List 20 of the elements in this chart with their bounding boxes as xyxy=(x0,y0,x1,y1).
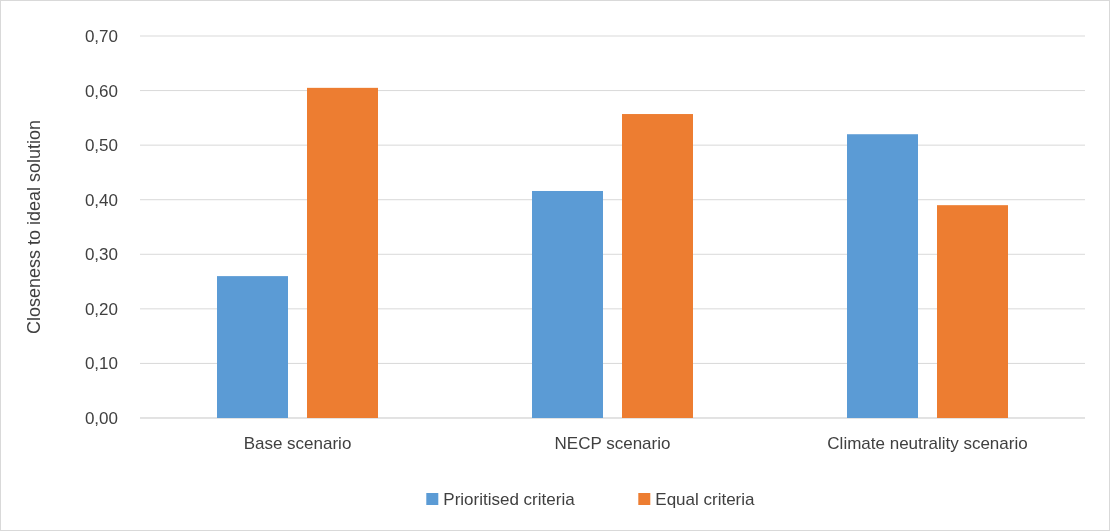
bar xyxy=(307,87,378,418)
legend-label: Prioritised criteria xyxy=(443,489,576,509)
y-tick-label: 0,40 xyxy=(84,190,118,210)
bar xyxy=(217,276,288,418)
legend-label: Equal criteria xyxy=(655,489,756,509)
x-tick-label: Climate neutrality scenario xyxy=(827,434,1028,453)
y-tick-label: 0,50 xyxy=(84,136,118,156)
y-tick-label: 0,20 xyxy=(84,299,118,319)
x-tick-label: Base scenario xyxy=(243,434,352,453)
y-tick-label: 0,60 xyxy=(84,81,118,101)
y-axis-title: Closeness to ideal solution xyxy=(24,119,44,335)
bar xyxy=(532,190,603,418)
bar xyxy=(622,114,693,418)
y-tick-label: 0,30 xyxy=(84,245,118,265)
x-tick-label: NECP scenario xyxy=(554,434,671,453)
y-tick-label: 0,10 xyxy=(84,354,118,374)
y-tick-label: 0,70 xyxy=(84,26,118,46)
bar xyxy=(937,205,1008,418)
y-tick-label: 0,00 xyxy=(84,408,118,428)
bar xyxy=(847,134,918,418)
